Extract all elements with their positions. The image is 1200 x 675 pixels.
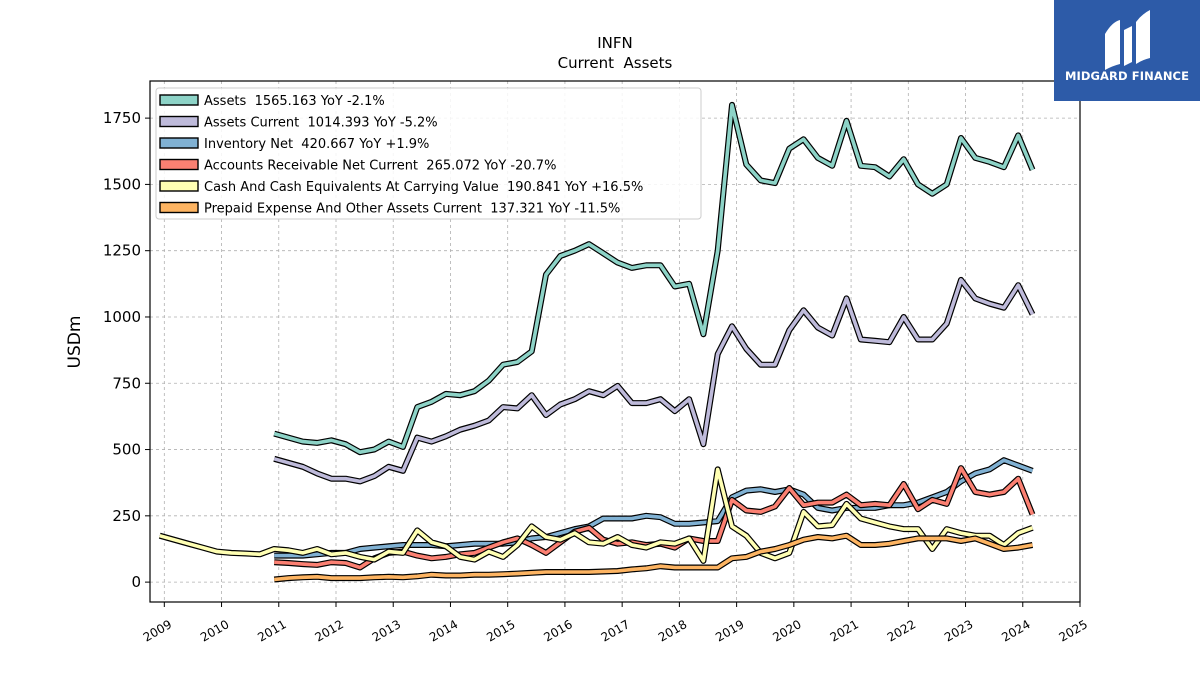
series-line-group xyxy=(274,457,1034,559)
y-axis: 0 250 500 750 1000 1250 1500 1750 xyxy=(103,109,150,591)
plot-frame xyxy=(149,80,1081,603)
legend-swatch xyxy=(159,201,199,214)
series-line xyxy=(274,533,1033,582)
legend-label: Assets Current 1014.393 YoY -5.2% xyxy=(204,116,438,131)
legend-label: Cash And Cash Equivalents At Carrying Va… xyxy=(204,180,643,195)
y-tick-label: 1000 xyxy=(103,308,141,326)
brand-name: MIDGARD FINANCE xyxy=(1064,69,1190,83)
legend-label: Accounts Receivable Net Current 265.072 … xyxy=(204,159,556,174)
legend-swatch xyxy=(159,115,199,128)
legend: Assets 1565.163 YoY -2.1% Assets Current … xyxy=(155,87,702,220)
y-tick-label: 0 xyxy=(131,573,141,591)
legend-swatch xyxy=(159,180,199,192)
y-tick-label: 1500 xyxy=(103,175,141,193)
series-line-group xyxy=(273,101,1036,456)
y-tick-label: 750 xyxy=(112,374,141,392)
y-tick-label: 250 xyxy=(112,507,141,525)
y-tick-label: 1750 xyxy=(103,109,141,127)
chart-title: INFN xyxy=(597,34,633,52)
series-line xyxy=(273,103,1035,455)
y-tick-label: 1250 xyxy=(103,242,141,260)
midgard-logo-icon xyxy=(1105,10,1150,70)
series-line xyxy=(273,278,1035,484)
y-tick-label: 500 xyxy=(112,441,141,459)
legend-label: Inventory Net 420.667 YoY +1.9% xyxy=(204,137,429,152)
legend-label: Prepaid Expense And Other Assets Current… xyxy=(204,202,620,217)
legend-swatch xyxy=(159,137,199,149)
series-line-group xyxy=(158,466,1034,564)
chart-subtitle: Current Assets xyxy=(558,54,673,72)
series-line xyxy=(274,458,1034,558)
series-line xyxy=(159,467,1034,563)
legend-box xyxy=(155,87,702,220)
series-line-group xyxy=(273,532,1034,583)
series-line-group xyxy=(273,276,1036,485)
legend-label: Assets 1565.163 YoY -2.1% xyxy=(204,94,385,109)
series-layer xyxy=(158,101,1036,583)
legend-swatch xyxy=(159,158,199,171)
y-axis-label: USDm xyxy=(65,316,85,369)
legend-swatch xyxy=(159,94,199,106)
brand-logo: MIDGARD FINANCE xyxy=(1054,0,1200,101)
